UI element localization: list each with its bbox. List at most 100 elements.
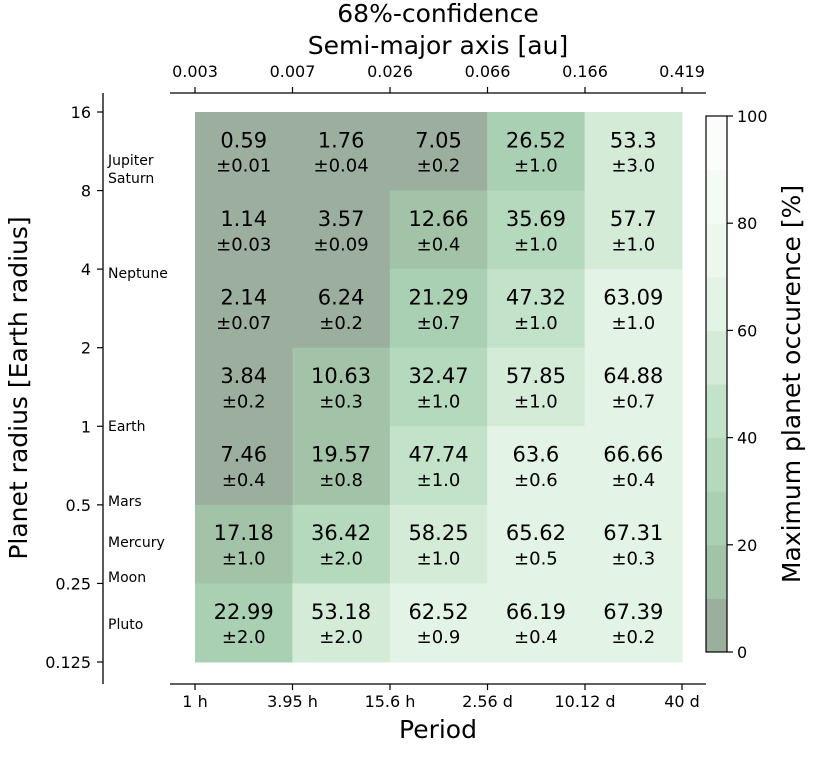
cell-value: 35.69: [506, 207, 566, 231]
cell-error: ±1.0: [611, 313, 655, 334]
heatmap-cell: [584, 112, 683, 192]
cell-error: ±0.6: [514, 470, 558, 491]
planet-label-earth: Earth: [108, 419, 146, 435]
top-x-ticks: 0.003 0.007 0.026 0.066 0.166 0.419: [172, 62, 705, 93]
bottom-x-tick-label: 40 d: [664, 692, 700, 711]
cell-value: 66.66: [603, 443, 663, 467]
cell-value: 36.42: [311, 521, 371, 545]
cell-value: 47.32: [506, 286, 566, 310]
heatmap-cell: [389, 347, 488, 427]
heatmap-cell: [389, 112, 488, 192]
cell-error: ±1.0: [611, 234, 655, 255]
heatmap-cell: [195, 426, 293, 506]
heatmap-cell: [487, 269, 586, 349]
cell-value: 19.57: [311, 443, 371, 467]
cell-error: ±0.07: [216, 313, 271, 334]
cell-error: ±2.0: [319, 627, 363, 648]
colorbar: [706, 116, 727, 653]
cell-error: ±0.9: [417, 627, 461, 648]
colorbar-frame: [705, 115, 728, 653]
heatmap-cells: [195, 112, 683, 663]
cell-value: 3.57: [318, 207, 365, 231]
colorbar-band: [706, 169, 727, 224]
cell-value: 32.47: [408, 364, 468, 388]
heatmap-cell: [389, 269, 488, 349]
cell-value: 10.63: [311, 364, 371, 388]
heatmap-cell: [584, 583, 683, 663]
cell-error: ±0.01: [216, 156, 271, 177]
cell-value: 67.31: [603, 521, 663, 545]
cell-value: 12.66: [408, 207, 468, 231]
planet-label-jupiter: Jupiter: [107, 153, 154, 169]
cell-error: ±1.0: [514, 234, 558, 255]
cell-error: ±0.3: [319, 391, 363, 412]
top-x-tick-label: 0.026: [367, 62, 413, 81]
heatmap-cell: [584, 504, 683, 584]
y-axis-label: Planet radius [Earth radius]: [4, 216, 33, 559]
cell-value: 66.19: [506, 600, 566, 624]
cell-error: ±1.0: [514, 391, 558, 412]
cell-error: ±1.0: [514, 313, 558, 334]
cell-value: 62.52: [408, 600, 468, 624]
planet-label-mars: Mars: [108, 494, 142, 510]
cell-error: ±0.3: [611, 549, 655, 570]
cell-value: 0.59: [220, 128, 267, 152]
top-x-tick-label: 0.003: [172, 62, 218, 81]
cell-error: ±1.0: [417, 391, 461, 412]
cell-error: ±1.0: [417, 549, 461, 570]
planet-label-pluto: Pluto: [108, 617, 143, 633]
cell-value: 57.7: [610, 207, 657, 231]
colorbar-band: [706, 491, 727, 546]
top-x-tick-label: 0.419: [659, 62, 705, 81]
heatmap-cell: [584, 190, 683, 270]
bottom-x-tick-label: 3.95 h: [267, 692, 318, 711]
chart-title: 68%-confidence: [337, 0, 538, 28]
y-ticks: 16 8 4 2 1 0.5 0.25 0.125: [45, 103, 103, 672]
cell-value: 58.25: [408, 521, 468, 545]
cell-value: 7.46: [220, 443, 267, 467]
y-tick-label: 0.125: [45, 653, 91, 672]
cell-value: 1.76: [318, 128, 365, 152]
y-tick-label: 1: [81, 417, 91, 436]
heatmap-cell: [195, 347, 293, 427]
heatmap-cell: [487, 347, 586, 427]
y-tick-label: 2: [81, 339, 91, 358]
cell-error: ±0.4: [514, 627, 558, 648]
cell-value: 22.99: [214, 600, 274, 624]
colorbar-ticks: 0 20 40 60 80 100: [727, 107, 768, 662]
cell-error: ±0.2: [319, 313, 363, 334]
colorbar-tick-label: 40: [737, 429, 757, 448]
colorbar-band: [706, 598, 727, 653]
cell-error: ±0.03: [216, 234, 271, 255]
cell-value: 7.05: [415, 128, 462, 152]
cell-error: ±0.2: [417, 156, 461, 177]
colorbar-band: [706, 384, 727, 439]
cell-value: 2.14: [220, 286, 267, 310]
bottom-x-tick-label: 2.56 d: [462, 692, 513, 711]
cell-value: 53.3: [610, 128, 657, 152]
cell-error: ±0.2: [222, 391, 266, 412]
cell-error: ±2.0: [222, 627, 266, 648]
colorbar-band: [706, 116, 727, 171]
heatmap-cell: [487, 112, 586, 192]
cell-error: ±0.04: [314, 156, 369, 177]
colorbar-tick-label: 80: [737, 214, 757, 233]
cell-error: ±0.7: [611, 391, 655, 412]
cell-error: ±1.0: [222, 549, 266, 570]
top-x-tick-label: 0.007: [270, 62, 316, 81]
cell-value: 3.84: [220, 364, 267, 388]
cell-error: ±1.0: [514, 156, 558, 177]
colorbar-band: [706, 223, 727, 278]
x-axis-label: Period: [399, 715, 477, 744]
y-tick-label: 0.5: [66, 496, 91, 515]
cell-error: ±0.7: [417, 313, 461, 334]
bottom-x-ticks: 1 h 3.95 h 15.6 h 2.56 d 10.12 d 40 d: [182, 684, 700, 711]
cell-value: 53.18: [311, 600, 371, 624]
cell-value: 64.88: [603, 364, 663, 388]
top-x-tick-label: 0.066: [465, 62, 511, 81]
cell-value: 67.39: [603, 600, 663, 624]
heatmap-cell: [195, 583, 293, 663]
y-tick-label: 0.25: [55, 574, 91, 593]
heatmap-cell: [195, 190, 293, 270]
